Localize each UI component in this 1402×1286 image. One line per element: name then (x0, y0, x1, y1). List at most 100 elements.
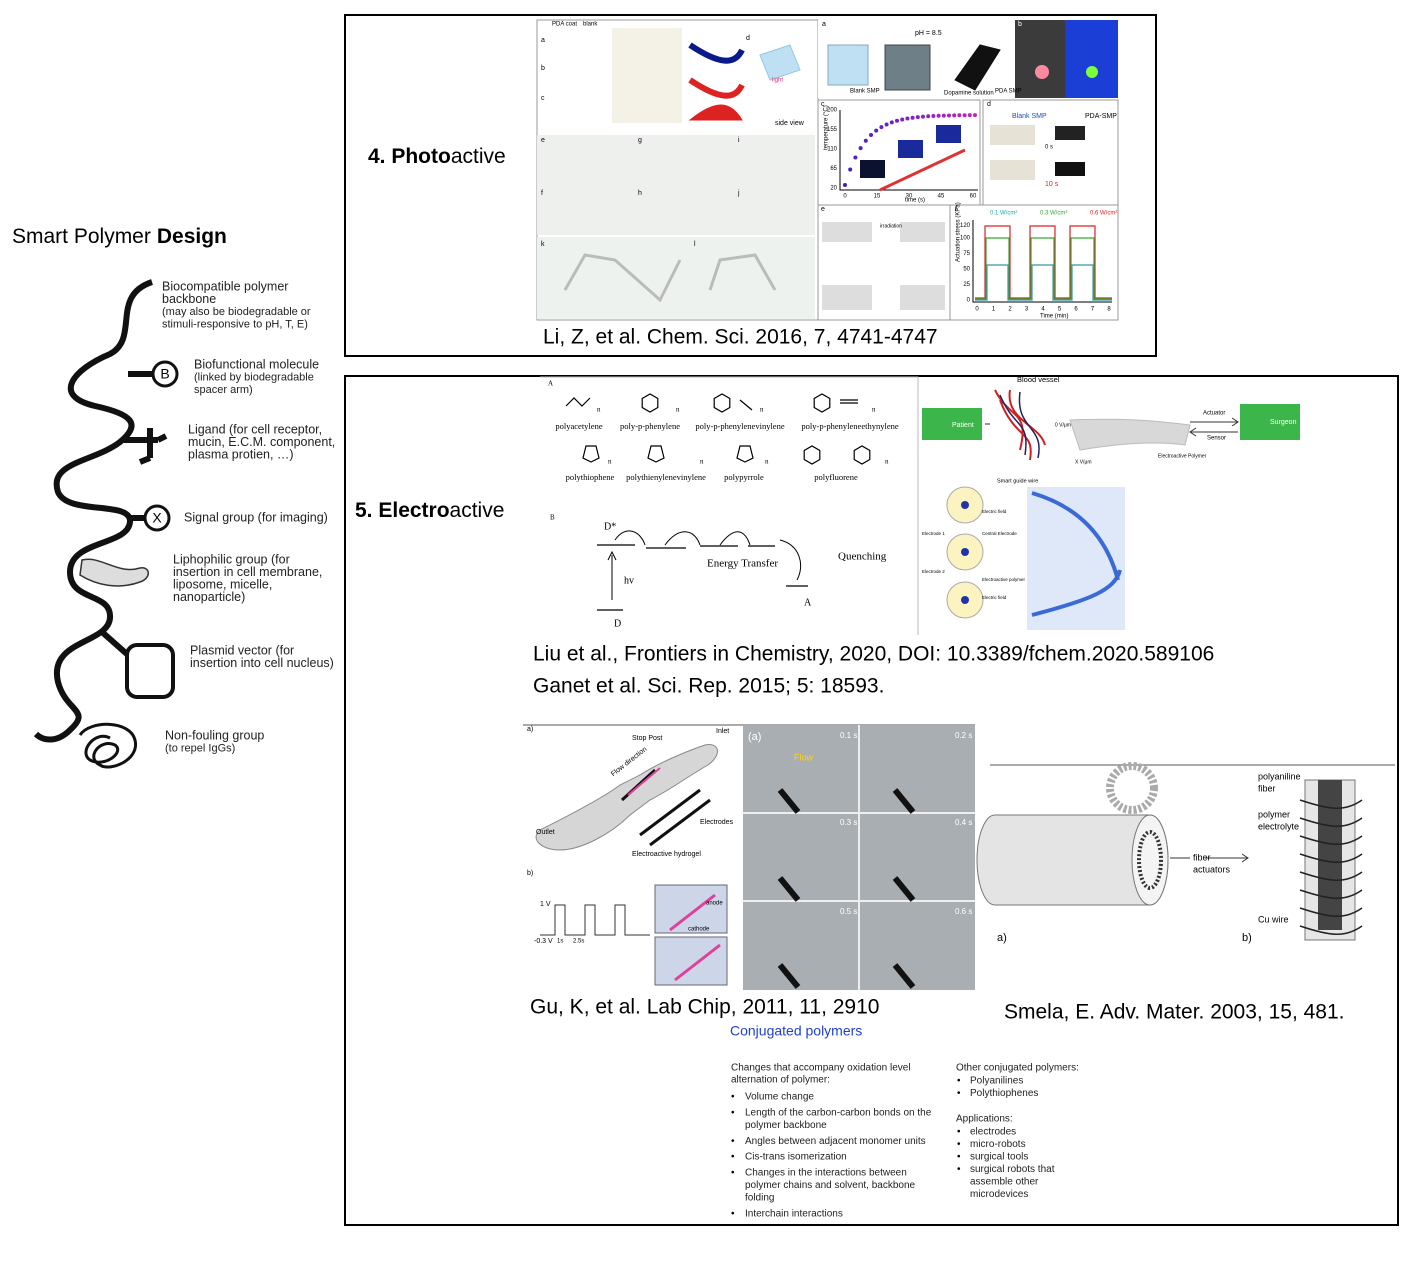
figure-shape (777, 963, 801, 989)
figure-shape (777, 788, 801, 814)
figure-dot (936, 113, 941, 118)
figure-text: 0.1 s (840, 731, 857, 740)
bullet: • (731, 1108, 735, 1119)
diagram-label: Plasmid vector (for (190, 643, 294, 657)
diagram-label: insertion into cell nucleus) (190, 656, 334, 670)
figure-text: X V/μm (1075, 459, 1092, 465)
figure-text: Outlet (536, 829, 555, 836)
figure-text: Blood vessel (1017, 375, 1060, 384)
figure-shape (1318, 780, 1342, 930)
tick-label: 8 (1107, 307, 1111, 313)
diagram-text: A (804, 597, 812, 608)
figure-text: a) (527, 726, 533, 733)
figure-shape (1299, 817, 1363, 827)
figure-text: Electroactive Polymer (1158, 453, 1207, 459)
figure-text: 0 s (1045, 145, 1053, 151)
figure-text: i (738, 137, 740, 144)
figure-text: irradiation (880, 223, 902, 229)
figure-shape (975, 237, 1112, 300)
figure-shape (999, 391, 1040, 459)
list-item: Changes in the interactions between (745, 1168, 907, 1179)
figure-image (1055, 162, 1085, 176)
figure-dot (967, 113, 972, 118)
diagram-label: spacer arm) (194, 384, 253, 396)
figure-dot (910, 115, 915, 120)
figure-shape (540, 904, 650, 936)
figure-text: Dopamine solution (944, 91, 994, 97)
figure-dot (848, 167, 853, 172)
figure-text: a (541, 37, 545, 44)
figure-text: light (772, 78, 783, 84)
list-item: Cis-trans isomerization (745, 1152, 847, 1163)
diagram-label: insertion in cell membrane, (173, 565, 322, 579)
figure-dot (921, 114, 925, 119)
figure-dot (957, 113, 962, 118)
figure-text: c (541, 95, 545, 102)
figure-text: Blank SMP (1012, 113, 1047, 120)
tick-label: 60 (970, 194, 977, 200)
figure-text: Central Electrode (982, 531, 1017, 536)
tick-label: 5 (1058, 307, 1062, 313)
tick-label: 45 (938, 194, 945, 200)
tick-label: 3 (1025, 307, 1029, 313)
figure-image (822, 222, 872, 242)
figure-text: a (822, 21, 826, 28)
figure-text: PDA-SMP (1085, 113, 1117, 120)
energy-level (597, 544, 808, 611)
figure-text: f (955, 206, 957, 213)
figure-image (537, 237, 815, 319)
tick-label: 120 (960, 223, 971, 229)
figure-text: b (541, 65, 545, 72)
section-heading-regular: active (451, 145, 506, 168)
figure-text: c (821, 101, 825, 108)
figure-dot (941, 113, 946, 118)
structure (803, 445, 821, 465)
bullet: • (957, 1152, 961, 1163)
polymer-name: polyfluorene (814, 472, 858, 482)
figure-dot (889, 120, 894, 125)
figure-text: actuators (1193, 864, 1231, 874)
figure-text: PDA SMP (995, 89, 1022, 95)
figure-dot (931, 113, 936, 118)
plasmid-arm (100, 629, 130, 658)
figure-text: b) (1242, 932, 1252, 944)
figure-shape (708, 253, 777, 291)
list-item: Angles between adjacent monomer units (745, 1136, 926, 1147)
figure-text: blank (583, 22, 598, 28)
figure-shape (669, 893, 721, 982)
tick-label: 30 (906, 194, 913, 200)
figure-image (654, 884, 728, 934)
bullet: • (731, 1136, 735, 1147)
tick-label: 25 (963, 282, 970, 288)
arrow (607, 550, 617, 600)
figure-image (822, 285, 872, 310)
figure-text: cathode (688, 927, 710, 933)
list-item: folding (745, 1192, 774, 1203)
diagram-text: hv (624, 575, 634, 586)
figure-text: 1s (557, 939, 563, 945)
figure-text: fiber (1193, 852, 1211, 862)
figure-image (884, 44, 931, 91)
figure-text: 0.2 s (955, 731, 972, 740)
list-heading: alternation of polymer: (731, 1075, 830, 1086)
figure-text: f (541, 190, 543, 197)
list-item: surgical robots that (970, 1164, 1055, 1175)
figure-text: Sensor (1207, 436, 1226, 442)
tick-label: 4 (1041, 307, 1045, 313)
bullet: • (957, 1164, 961, 1175)
figure-text: Actuator (1203, 411, 1225, 417)
figure-dot (900, 117, 905, 122)
polymer-name: polyacetylene (555, 421, 602, 431)
figure-shape (954, 44, 1001, 91)
figure-shape (1069, 418, 1191, 451)
tick-label: 155 (827, 127, 838, 133)
figure-text: 2.5s (573, 939, 584, 945)
tick-label: 0 (843, 194, 847, 200)
section-heading-bold: 4. Photo (368, 145, 451, 168)
figure-text: 0.5 s (840, 907, 857, 916)
figure-text: polymer (1258, 809, 1290, 819)
list-item: micro-robots (970, 1139, 1026, 1150)
title-regular: Smart Polymer (12, 225, 151, 248)
list-item: Length of the carbon-carbon bonds on the (745, 1108, 932, 1119)
figure-text: b (1018, 21, 1022, 28)
